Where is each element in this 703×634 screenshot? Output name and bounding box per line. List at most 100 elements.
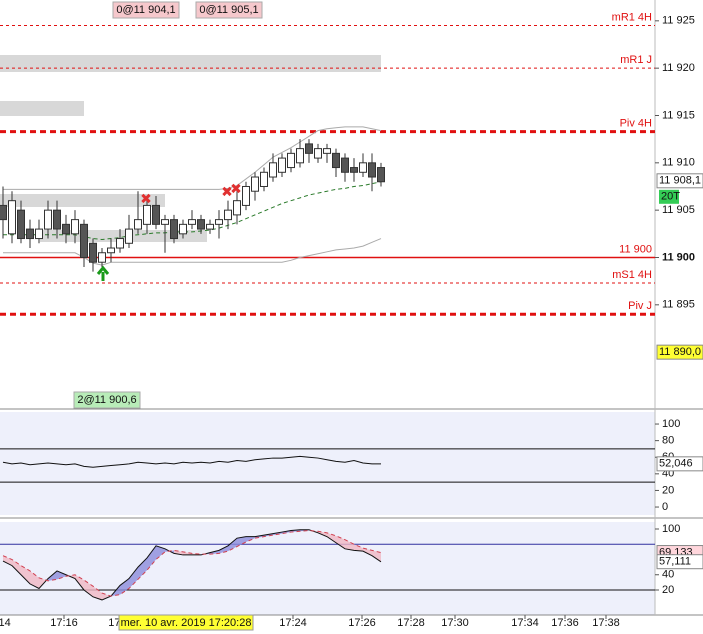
price-tag: 11 908,1 — [659, 175, 701, 187]
candle-body — [341, 157, 349, 173]
candle-body — [170, 219, 178, 240]
candle-body — [26, 228, 34, 240]
candle-body — [305, 143, 313, 154]
y-tick-label: 0 — [662, 501, 668, 513]
fill-area — [345, 539, 354, 551]
price-tag: 52,046 — [659, 458, 693, 470]
candle-body — [161, 219, 169, 225]
series-line — [2, 529, 382, 601]
level-label: mR1 J — [620, 54, 652, 66]
fill-area — [12, 559, 21, 575]
series-line — [3, 126, 382, 190]
level-label: Piv J — [628, 300, 652, 312]
candle-body — [260, 171, 268, 187]
fill-area — [147, 545, 156, 571]
candle-body — [269, 162, 277, 178]
svg-text:✖: ✖ — [230, 181, 242, 197]
fill-area — [237, 536, 246, 547]
fill-area — [129, 567, 138, 589]
candle-body — [323, 148, 331, 154]
candle-body — [314, 148, 322, 159]
fill-area — [120, 578, 129, 595]
candle-body — [35, 228, 43, 240]
price-tag-box — [656, 344, 703, 360]
y-tick-label: 20 — [662, 584, 674, 596]
x-tick-label: 17:16 — [50, 617, 78, 629]
x-tick-label: 17:24 — [279, 617, 307, 629]
series-line — [2, 530, 382, 597]
price-tag-box — [656, 456, 703, 472]
order-box — [73, 391, 141, 409]
candle-body — [89, 242, 97, 263]
candle-body — [125, 228, 133, 244]
price-tag-box — [656, 173, 703, 189]
candle-body — [134, 219, 142, 230]
fill-area — [75, 574, 84, 590]
candle-body — [116, 238, 124, 249]
level-label: mS1 4H — [612, 269, 652, 281]
zone — [0, 194, 165, 207]
timeframe: 20T — [661, 191, 680, 203]
x-tick-label: 17:28 — [397, 617, 425, 629]
order-label: 0@11 905,1 — [199, 4, 258, 16]
x-tick-label: 17:36 — [551, 617, 579, 629]
y-tick-label: 20 — [662, 484, 674, 496]
y-tick-label: 100 — [662, 523, 680, 535]
candle-body — [44, 209, 52, 230]
fill-area — [174, 550, 183, 555]
x-tick-label: 17:30 — [441, 617, 469, 629]
candle-body — [8, 200, 16, 235]
candle-body — [242, 185, 250, 206]
y-tick-label: 11 905 — [662, 204, 695, 216]
level-label: Piv 4H — [620, 117, 652, 129]
markers: ✖ ✖ ✖ — [96, 181, 242, 281]
candle-body — [377, 167, 385, 183]
fill-area — [336, 535, 345, 549]
y-tick-label: 11 895 — [662, 299, 695, 311]
level-label: 11 900 — [619, 243, 652, 255]
x-tick-label: 17:34 — [511, 617, 539, 629]
y-tick-label: 40 — [662, 569, 674, 581]
fill-area — [57, 570, 66, 580]
x-tick-label: 17:14 — [0, 617, 11, 629]
candle-body — [251, 176, 259, 192]
series-line — [3, 238, 382, 266]
fill-area — [354, 544, 363, 552]
price-tag: 57,111 — [659, 556, 691, 568]
candle-body — [278, 157, 286, 173]
y-tick-label: 100 — [662, 418, 680, 430]
candle-body — [107, 247, 115, 254]
candle-body — [152, 204, 160, 225]
candle-body — [188, 219, 196, 225]
candle-body — [17, 209, 25, 240]
fill-area — [84, 580, 93, 597]
candle-body — [53, 209, 61, 230]
fill-area — [372, 550, 381, 562]
fill-area — [3, 555, 12, 566]
x-tick-label: 17:26 — [348, 617, 376, 629]
y-tick-label: 11 925 — [662, 15, 695, 27]
series-line — [2, 455, 381, 468]
candle-body — [359, 162, 367, 173]
cursor-box — [118, 614, 254, 631]
fill-area — [30, 570, 39, 589]
cursor-time: mer. 10 avr. 2019 17:20:28 — [121, 617, 252, 629]
order-box — [195, 1, 263, 19]
candle-body — [332, 152, 340, 169]
y-tick-label: 11 920 — [662, 62, 695, 74]
y-tick-label: 11 900 — [662, 251, 695, 263]
candle-body — [179, 223, 187, 235]
candle-body — [0, 204, 7, 221]
x-tick-label: 17:38 — [592, 617, 620, 629]
candle-body — [143, 204, 151, 225]
order-label: 0@11 904,1 — [116, 4, 175, 16]
fill-area — [102, 593, 111, 600]
zone — [0, 55, 381, 72]
candle-body — [62, 223, 70, 235]
order-box — [112, 1, 180, 19]
svg-text:✖: ✖ — [221, 184, 233, 200]
candle-body — [296, 148, 304, 164]
candle-body — [71, 219, 79, 235]
candle-body — [98, 252, 106, 263]
